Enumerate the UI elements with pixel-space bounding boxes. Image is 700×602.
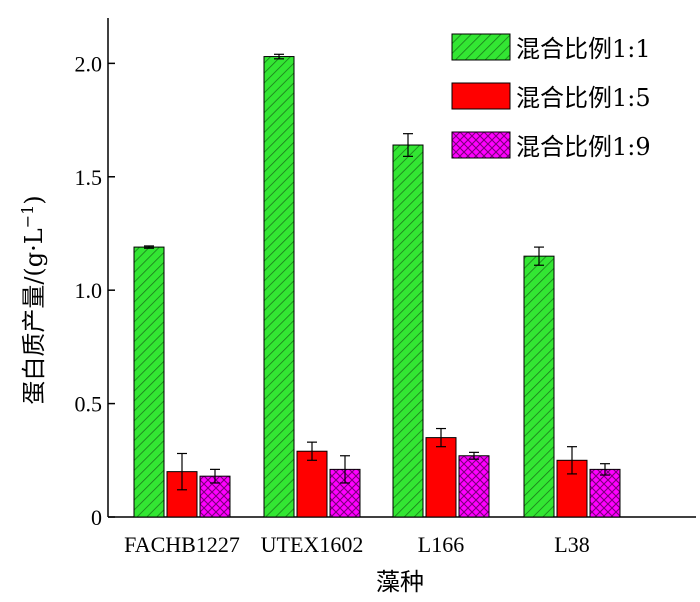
- legend: 混合比例1:1 混合比例1:5 混合比例1:9: [451, 33, 651, 161]
- y-axis-title-superscript: −1: [18, 205, 37, 229]
- bar-1-UTEX1602: [263, 56, 295, 518]
- y-tick-label: 1.5: [75, 165, 103, 190]
- bar-3-L166: [458, 455, 490, 518]
- bar-1-FACHB1227: [133, 246, 165, 518]
- legend-label-1: 混合比例1:1: [516, 35, 651, 63]
- legend-label-2: 混合比例1:5: [516, 84, 651, 112]
- bar-2-L166: [425, 437, 457, 518]
- x-axis-title: 藻种: [376, 568, 424, 596]
- y-tick-label: 0.5: [75, 392, 103, 417]
- y-axis-title-main: 蛋白质产量/(g·L: [20, 228, 48, 404]
- bar-3-L38: [589, 468, 621, 518]
- legend-swatch-3: [451, 131, 511, 159]
- x-tick-label: L38: [554, 532, 589, 557]
- y-tick-label: 1.0: [75, 278, 103, 303]
- x-tick-label: FACHB1227: [124, 532, 240, 557]
- bar-1-L166: [392, 144, 424, 518]
- bar-2-UTEX1602: [296, 450, 328, 518]
- y-tick-label: 0: [91, 505, 102, 530]
- y-tick-label: 2.0: [75, 51, 103, 76]
- legend-label-3: 混合比例1:9: [516, 133, 651, 161]
- x-tick-label: UTEX1602: [261, 532, 364, 557]
- plot-area: 0 0.5 1.0 1.5 2.0 FACHB1227 UTEX1602 L166 L38: [75, 18, 696, 557]
- bar-1-L38: [523, 255, 555, 518]
- x-tick-label: L166: [418, 532, 464, 557]
- y-axis-title-close: ): [20, 195, 48, 204]
- legend-swatch-1: [451, 33, 511, 61]
- legend-swatch-2: [451, 82, 511, 110]
- y-axis-title: 蛋白质产量/(g·L−1): [18, 195, 48, 404]
